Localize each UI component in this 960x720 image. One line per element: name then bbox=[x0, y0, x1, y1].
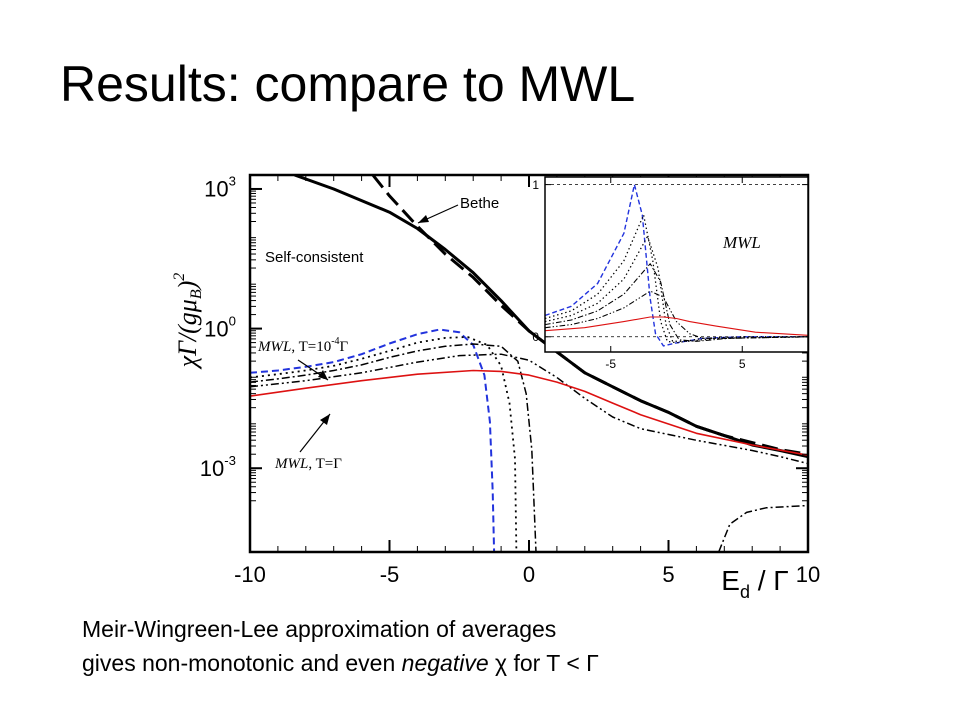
annotation-mwl-high-a: MWL bbox=[274, 456, 308, 472]
main-xtick-label-4: 10 bbox=[796, 562, 820, 587]
inset-chart: -5 5 0 1 bbox=[532, 176, 809, 371]
inset-ytick-label-0: 0 bbox=[532, 330, 539, 344]
inset-series-dashdot-black-3 bbox=[545, 263, 808, 342]
main-series-dashdot-black-negative-6 bbox=[718, 504, 808, 552]
main-xtick-label-1: -5 bbox=[380, 562, 400, 587]
inset-series-dotted-black-2 bbox=[545, 235, 808, 342]
slide-title: Results: compare to MWL bbox=[60, 56, 636, 112]
annotation-mwl-low: MWL, T=10-4Γ bbox=[257, 336, 349, 355]
annotation-mwl-high: MWL, T=Γ bbox=[274, 456, 342, 472]
main-ytick-label-1: 100 bbox=[204, 313, 236, 341]
main-series-group bbox=[250, 175, 808, 552]
main-series-dotted-black-3 bbox=[250, 336, 518, 552]
inset-xtick-label-0: -5 bbox=[605, 357, 616, 371]
caption-line-2-b: negative bbox=[401, 650, 489, 676]
inset-ytick-label-1: 1 bbox=[532, 178, 539, 192]
y-axis-label: χΓ/(gμB)2 bbox=[171, 273, 205, 371]
inset-plot-bg bbox=[545, 177, 808, 352]
arrowhead-bethe bbox=[418, 215, 429, 223]
annotation-mwl-low-exp: -4 bbox=[331, 336, 339, 347]
annotation-mwl-low-b: , T=10 bbox=[291, 339, 331, 355]
caption: Meir-Wingreen-Lee approximation of avera… bbox=[82, 612, 599, 680]
main-ytick-label-0: 103 bbox=[204, 174, 236, 202]
main-xtick-label-2: 0 bbox=[523, 562, 535, 587]
inset-xtick-label-1: 5 bbox=[739, 357, 746, 371]
inset-series-solid-red-5 bbox=[545, 316, 808, 336]
main-series-dashdot-black-4 bbox=[250, 343, 537, 552]
inset-annotation-mwl: MWL bbox=[722, 233, 761, 252]
y-axis-label-text: χΓ/(gμB)2 bbox=[171, 273, 205, 371]
annotation-bethe: Bethe bbox=[460, 195, 499, 212]
main-series-dashdotdot-black-5 bbox=[250, 353, 808, 465]
arrowhead-mwl-high bbox=[320, 414, 330, 425]
main-xtick-label-0: -10 bbox=[234, 562, 266, 587]
caption-line-2-c: χ for T < Γ bbox=[488, 650, 599, 676]
inset-series-dashed-blue-0 bbox=[545, 183, 808, 347]
annotation-mwl-low-c: Γ bbox=[340, 339, 349, 355]
annotation-mwl-high-b: , T=Γ bbox=[308, 456, 342, 472]
caption-line-1: Meir-Wingreen-Lee approximation of avera… bbox=[82, 616, 557, 642]
x-axis-label: Ed / Γ bbox=[721, 565, 788, 602]
arrowhead-mwl-low bbox=[318, 370, 328, 380]
caption-line-2: gives non-monotonic and even negative χ … bbox=[82, 646, 599, 680]
main-ytick-label-2: 10-3 bbox=[200, 453, 236, 481]
annotation-mwl-low-a: MWL bbox=[257, 339, 291, 355]
main-xtick-label-3: 5 bbox=[662, 562, 674, 587]
annotation-self-consistent: Self-consistent bbox=[265, 249, 364, 266]
inset-series-group bbox=[545, 183, 808, 347]
main-series-dashed-blue-2 bbox=[250, 328, 496, 552]
main-series-solid-red-7 bbox=[250, 369, 808, 456]
main-series-dashed-black-thick-1 bbox=[371, 175, 808, 456]
inset-frame bbox=[544, 176, 809, 353]
inset-series-dashdotdot-black-4 bbox=[545, 290, 808, 339]
caption-line-2-a: gives non-monotonic and even bbox=[82, 650, 402, 676]
